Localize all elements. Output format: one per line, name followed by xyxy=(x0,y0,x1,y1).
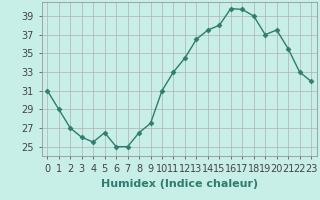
X-axis label: Humidex (Indice chaleur): Humidex (Indice chaleur) xyxy=(100,179,258,189)
